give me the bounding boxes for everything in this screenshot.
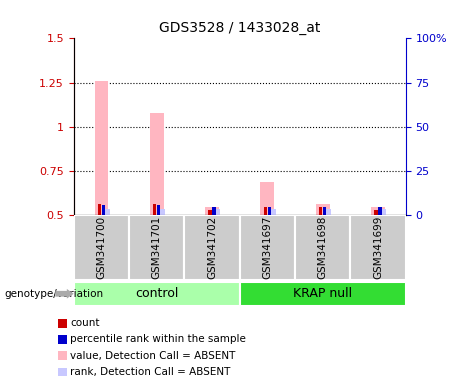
- Bar: [58, 335, 67, 344]
- Text: KRAP null: KRAP null: [293, 287, 352, 300]
- Bar: [129, 215, 184, 280]
- Bar: [208, 210, 212, 215]
- Bar: [378, 207, 382, 215]
- Text: GSM341700: GSM341700: [96, 216, 106, 279]
- Text: count: count: [70, 318, 100, 328]
- Bar: [58, 367, 67, 376]
- Bar: [319, 207, 322, 215]
- Bar: [102, 205, 105, 215]
- Bar: [98, 204, 101, 215]
- Bar: [153, 204, 156, 215]
- Bar: [350, 215, 406, 280]
- Bar: [213, 207, 216, 215]
- Bar: [316, 204, 330, 215]
- Bar: [374, 210, 378, 215]
- Bar: [371, 207, 385, 215]
- Title: GDS3528 / 1433028_at: GDS3528 / 1433028_at: [159, 21, 320, 35]
- Bar: [269, 209, 276, 215]
- Bar: [205, 207, 219, 215]
- Bar: [184, 215, 240, 280]
- Bar: [240, 282, 406, 306]
- Bar: [74, 282, 240, 306]
- Text: GSM341698: GSM341698: [318, 216, 328, 280]
- Bar: [103, 209, 110, 215]
- Bar: [213, 209, 220, 215]
- Text: control: control: [135, 287, 178, 300]
- Text: GSM341702: GSM341702: [207, 216, 217, 279]
- Text: genotype/variation: genotype/variation: [5, 289, 104, 299]
- Bar: [264, 207, 267, 215]
- Text: percentile rank within the sample: percentile rank within the sample: [70, 334, 246, 344]
- Bar: [379, 209, 386, 215]
- Bar: [295, 215, 350, 280]
- Bar: [58, 319, 67, 328]
- Text: GSM341699: GSM341699: [373, 216, 383, 280]
- Bar: [158, 209, 165, 215]
- Text: value, Detection Call = ABSENT: value, Detection Call = ABSENT: [70, 351, 236, 361]
- Text: GSM341701: GSM341701: [152, 216, 162, 279]
- Bar: [268, 207, 271, 215]
- Bar: [323, 207, 326, 215]
- Text: GSM341697: GSM341697: [262, 216, 272, 280]
- Bar: [260, 182, 274, 215]
- Bar: [74, 215, 129, 280]
- Bar: [150, 113, 164, 215]
- Bar: [58, 351, 67, 360]
- Text: rank, Detection Call = ABSENT: rank, Detection Call = ABSENT: [70, 367, 230, 377]
- Bar: [324, 209, 331, 215]
- Bar: [240, 215, 295, 280]
- Bar: [95, 81, 108, 215]
- Bar: [157, 205, 160, 215]
